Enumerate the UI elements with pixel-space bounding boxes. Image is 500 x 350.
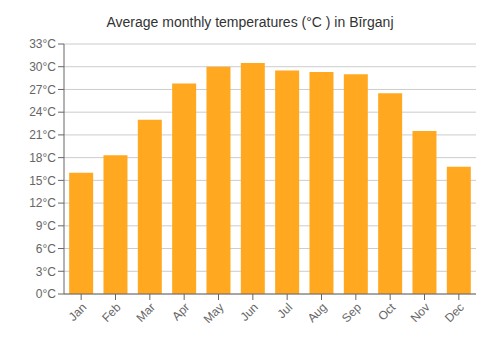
svg-text:24°C: 24°C: [29, 105, 56, 119]
svg-text:15°C: 15°C: [29, 174, 56, 188]
svg-text:Oct: Oct: [375, 300, 399, 324]
svg-text:Dec: Dec: [442, 300, 467, 325]
html-text:Average monthly temperatures (: Average monthly temperatures (°C ) in Bī…: [106, 14, 394, 30]
svg-text:9°C: 9°C: [36, 219, 56, 233]
svg-text:Feb: Feb: [99, 300, 124, 325]
svg-text:Jan: Jan: [66, 300, 90, 324]
svg-text:Jul: Jul: [275, 300, 296, 321]
svg-text:21°C: 21°C: [29, 128, 56, 142]
svg-text:33°C: 33°C: [29, 37, 56, 51]
svg-text:6°C: 6°C: [36, 242, 56, 256]
svg-text:Nov: Nov: [408, 300, 433, 325]
svg-text:Apr: Apr: [169, 300, 192, 323]
svg-text:12°C: 12°C: [29, 196, 56, 210]
svg-text:30°C: 30°C: [29, 60, 56, 74]
svg-text:18°C: 18°C: [29, 151, 56, 165]
svg-text:Jun: Jun: [237, 300, 261, 324]
svg-text:27°C: 27°C: [29, 83, 56, 97]
svg-text:3°C: 3°C: [36, 265, 56, 279]
svg-text:Mar: Mar: [133, 300, 158, 325]
svg-text:Sep: Sep: [339, 300, 364, 325]
svg-text:0°C: 0°C: [36, 287, 56, 301]
svg-text:Aug: Aug: [305, 300, 330, 325]
svg-text:May: May: [201, 300, 227, 326]
